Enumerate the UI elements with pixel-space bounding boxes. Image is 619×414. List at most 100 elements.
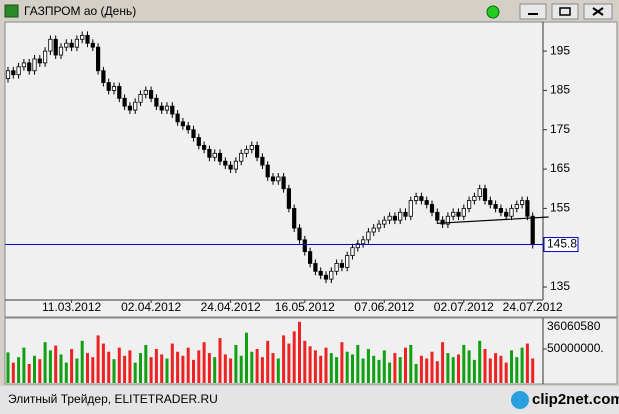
y-tick-label: 135 bbox=[550, 279, 570, 293]
volume-bar bbox=[229, 358, 233, 383]
volume-bar bbox=[488, 358, 492, 383]
volume-bar bbox=[181, 355, 185, 383]
candle-body bbox=[180, 121, 185, 127]
volume-bar bbox=[303, 340, 307, 383]
x-tick-label: 02.04.2012 bbox=[121, 300, 181, 314]
x-tick-label: 02.07.2012 bbox=[434, 300, 494, 314]
volume-bar bbox=[441, 342, 445, 383]
volume-bar bbox=[329, 353, 333, 383]
volume-bar bbox=[276, 358, 280, 383]
volume-bar bbox=[154, 349, 158, 383]
status-indicator[interactable] bbox=[486, 5, 500, 19]
trendline bbox=[437, 216, 549, 224]
candle-body bbox=[239, 152, 244, 162]
volume-bar bbox=[43, 342, 47, 383]
candle-body bbox=[472, 196, 477, 201]
title-bar bbox=[0, 0, 619, 22]
volume-bar bbox=[356, 344, 360, 383]
volume-bar bbox=[298, 321, 301, 383]
candle-body bbox=[398, 211, 403, 221]
candle-body bbox=[11, 70, 16, 76]
candle-body bbox=[175, 113, 180, 123]
volume-bar bbox=[213, 357, 217, 383]
candle-body bbox=[530, 215, 535, 245]
volume-bar bbox=[430, 351, 434, 383]
x-tick-label: 24.04.2012 bbox=[201, 300, 261, 314]
x-tick-label: 16.05.2012 bbox=[275, 300, 335, 314]
volume-bar bbox=[112, 359, 116, 383]
candle-body bbox=[382, 219, 387, 225]
volume-bar bbox=[345, 351, 349, 383]
candle-body bbox=[191, 129, 196, 139]
candle-body bbox=[201, 145, 207, 150]
candle-body bbox=[96, 46, 101, 72]
volume-bar bbox=[446, 353, 450, 383]
candle-body bbox=[329, 270, 334, 280]
candle-body bbox=[313, 263, 318, 272]
candle-body bbox=[429, 204, 435, 213]
candle-body bbox=[43, 50, 48, 64]
volume-bar bbox=[144, 344, 148, 383]
candle-body bbox=[403, 211, 408, 217]
candle-body bbox=[133, 101, 138, 111]
volume-bar bbox=[255, 349, 259, 383]
candle-body bbox=[249, 145, 254, 150]
volume-bar bbox=[239, 355, 243, 383]
candle-body bbox=[456, 211, 461, 217]
volume-bar bbox=[335, 357, 339, 383]
volume-bar bbox=[340, 342, 344, 383]
volume-bar bbox=[419, 355, 423, 383]
maximize-icon bbox=[559, 7, 571, 16]
volume-bar bbox=[308, 346, 312, 383]
candle-body bbox=[488, 200, 493, 205]
volume-bar bbox=[292, 331, 296, 383]
candle-body bbox=[101, 70, 106, 83]
volume-bar bbox=[425, 358, 429, 383]
candle-body bbox=[58, 46, 64, 56]
volume-bar bbox=[27, 363, 31, 383]
window-title: ГАЗПРОМ ао (День) bbox=[24, 4, 136, 18]
candle-body bbox=[387, 215, 392, 221]
candle-body bbox=[477, 188, 482, 197]
volume-bar bbox=[366, 349, 370, 383]
candle-body bbox=[154, 97, 159, 107]
candle-body bbox=[276, 176, 281, 182]
candle-body bbox=[196, 137, 201, 146]
candle-body bbox=[371, 227, 376, 233]
candle-body bbox=[223, 160, 228, 166]
volume-bar bbox=[149, 357, 153, 383]
candle-body bbox=[21, 62, 27, 68]
candle-body bbox=[164, 105, 170, 111]
volume-bar bbox=[494, 353, 498, 383]
volume-bar bbox=[91, 357, 95, 383]
candle-body bbox=[64, 42, 69, 48]
y-tick-label: 155 bbox=[550, 201, 570, 215]
candle-body bbox=[260, 156, 265, 166]
candle-body bbox=[419, 196, 424, 201]
volume-bar bbox=[54, 345, 58, 383]
candle-body bbox=[254, 145, 260, 158]
y-tick-label: 185 bbox=[550, 83, 570, 97]
volume-bar bbox=[451, 357, 455, 383]
minimize-button[interactable] bbox=[519, 3, 547, 20]
volume-bar bbox=[260, 357, 264, 383]
volume-bar bbox=[398, 357, 402, 383]
candle-body bbox=[48, 38, 53, 52]
volume-bar bbox=[313, 350, 317, 383]
candle-body bbox=[233, 160, 238, 170]
candle-body bbox=[461, 207, 466, 217]
volume-bar bbox=[245, 332, 248, 383]
maximize-button[interactable] bbox=[551, 3, 579, 20]
candle-body bbox=[122, 97, 127, 107]
volume-bar bbox=[515, 357, 519, 383]
candle-body bbox=[345, 255, 350, 268]
volume-bar bbox=[218, 338, 222, 383]
volume-bar bbox=[64, 362, 68, 383]
app-icon bbox=[4, 4, 19, 18]
volume-bar bbox=[202, 342, 206, 383]
candle-body bbox=[85, 34, 90, 44]
volume-bar bbox=[86, 353, 89, 383]
volume-bar bbox=[170, 343, 174, 383]
